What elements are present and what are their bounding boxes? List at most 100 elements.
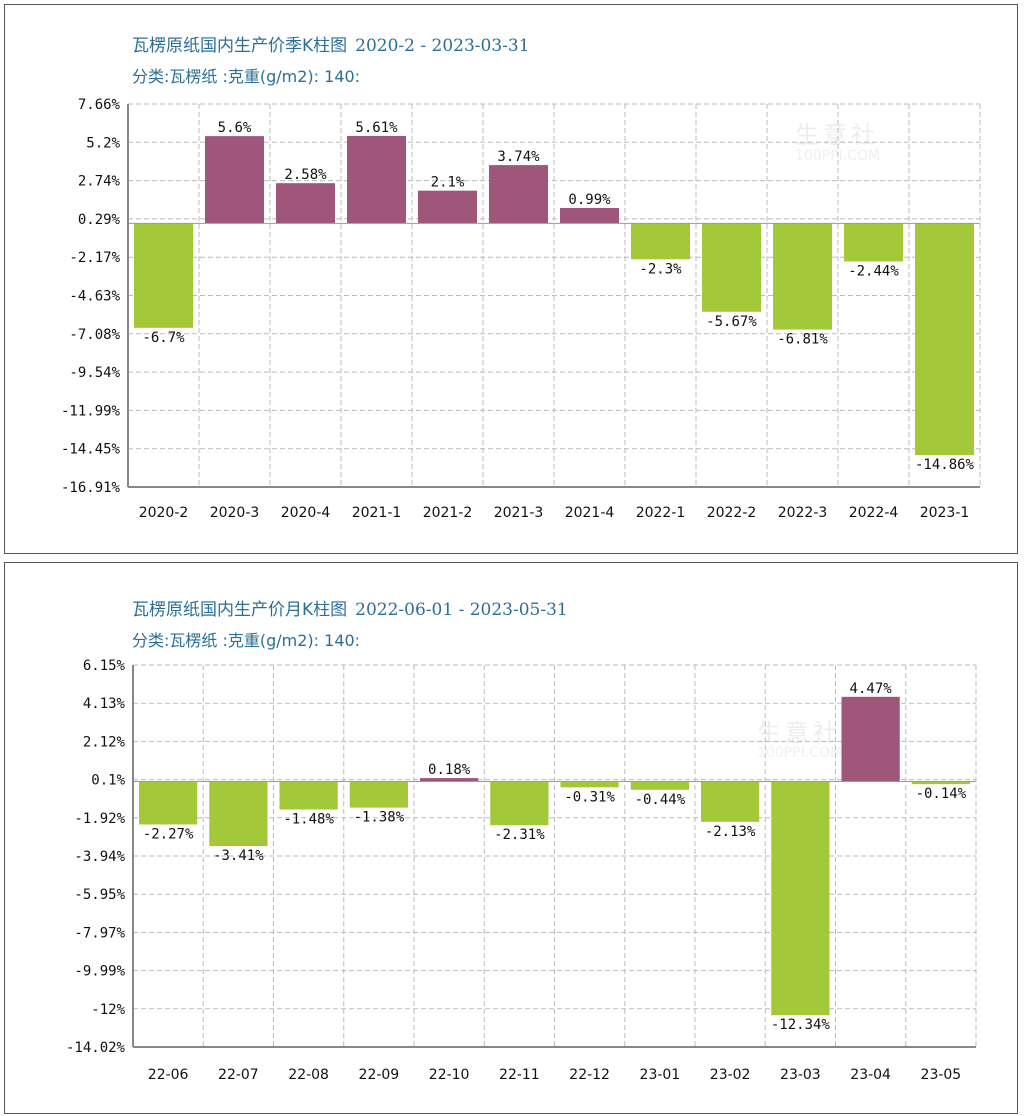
bar: [134, 223, 193, 328]
y-tick-label: 7.66%: [78, 97, 121, 113]
x-tick-label: 22-08: [288, 1067, 329, 1083]
bar: [844, 223, 903, 262]
bar: [773, 223, 832, 330]
data-label: -14.86%: [915, 457, 975, 473]
title-text: 瓦楞原纸国内生产价月K柱图: [132, 600, 348, 620]
x-tick-label: 2021-1: [352, 505, 402, 521]
x-tick-label: 2020-3: [210, 505, 260, 521]
data-label: -0.44%: [635, 792, 686, 808]
quarterly-bar-chart: 7.66% 5.2% 2.74% 0.29% -2.17% -4.63% -7.08% -9.…: [61, 97, 981, 521]
y-tick-label: 6.15%: [83, 658, 126, 674]
y-tick-label: -14.02%: [66, 1040, 126, 1056]
data-label: -1.48%: [283, 812, 334, 828]
x-tick-label: 22-06: [148, 1067, 189, 1083]
x-tick-label: 2021-2: [423, 505, 473, 521]
bar: [347, 135, 406, 224]
data-label: 0.99%: [568, 192, 611, 208]
y-tick-label: -2.17%: [69, 250, 120, 266]
x-tick-label: 23-01: [640, 1067, 681, 1083]
bar: [701, 781, 760, 822]
date-range: 2020-2 - 2023-03-31: [355, 36, 530, 56]
data-label: 0.18%: [428, 762, 471, 778]
x-tick-label: 2020-4: [281, 505, 331, 521]
bar: [279, 781, 338, 810]
y-tick-label: -5.95%: [74, 887, 125, 903]
chart-title: 瓦楞原纸国内生产价月K柱图 2022-06-01 - 2023-05-31: [132, 595, 568, 620]
date-range: 2022-06-01 - 2023-05-31: [355, 600, 568, 620]
x-tick-label: 23-05: [921, 1067, 962, 1083]
chart-title: 瓦楞原纸国内生产价季K柱图 2020-2 - 2023-03-31: [132, 31, 530, 56]
data-label: -0.14%: [916, 786, 967, 802]
x-tick-label: 23-04: [850, 1067, 891, 1083]
bar: [560, 781, 619, 788]
data-label: -3.41%: [213, 848, 264, 864]
x-tick-label: 2023-1: [920, 505, 970, 521]
bar: [771, 781, 830, 1016]
bar: [631, 223, 690, 260]
bar: [915, 223, 974, 456]
y-tick-label: -7.08%: [69, 327, 120, 343]
bar: [139, 781, 198, 825]
data-label: 2.58%: [284, 167, 327, 183]
watermark-url: 100PPI.COM: [757, 745, 843, 761]
x-tick-label: 22-12: [569, 1067, 610, 1083]
data-label: -12.34%: [771, 1017, 831, 1033]
bar: [418, 190, 477, 224]
bar: [209, 781, 268, 847]
y-tick-label: 5.2%: [86, 135, 120, 151]
x-tick-label: 2022-4: [849, 505, 899, 521]
watermark-text: 生意社: [757, 719, 841, 747]
bar: [489, 165, 548, 224]
x-tick-label: 2022-2: [707, 505, 757, 521]
quarterly-chart-panel: 瓦楞原纸国内生产价季K柱图 2020-2 - 2023-03-31 分类:瓦楞纸 …: [4, 4, 1018, 554]
data-label: -2.3%: [639, 261, 682, 277]
x-tick-label: 2020-2: [139, 505, 189, 521]
x-tick-label: 22-09: [359, 1067, 400, 1083]
x-tick-label: 22-07: [218, 1067, 259, 1083]
bar: [205, 136, 264, 224]
y-tick-label: -9.54%: [69, 365, 120, 381]
data-label: -5.67%: [706, 314, 757, 330]
data-label: 5.6%: [218, 120, 252, 136]
bar: [276, 183, 335, 224]
y-tick-label: -1.92%: [74, 811, 125, 827]
data-label: -2.44%: [848, 263, 899, 279]
data-label: 4.47%: [850, 681, 893, 697]
data-label: -1.38%: [354, 810, 405, 826]
x-tick-label: 2022-3: [778, 505, 828, 521]
monthly-chart-panel: 瓦楞原纸国内生产价月K柱图 2022-06-01 - 2023-05-31 分类:…: [4, 562, 1018, 1114]
data-label: 2.1%: [431, 175, 465, 191]
x-tick-label: 23-03: [780, 1067, 821, 1083]
y-tick-label: -14.45%: [61, 442, 121, 458]
x-tick-label: 23-02: [710, 1067, 751, 1083]
watermark-text: 生意社: [795, 121, 879, 149]
x-tick-label: 2021-4: [565, 505, 615, 521]
y-tick-label: 0.29%: [78, 212, 121, 228]
bar: [560, 207, 619, 224]
bar: [702, 223, 761, 312]
y-tick-label: -9.99%: [74, 964, 125, 980]
data-label: -2.27%: [143, 826, 194, 842]
bar: [420, 778, 479, 782]
bar: [630, 781, 689, 790]
y-tick-label: 0.1%: [91, 773, 125, 789]
y-tick-label: 2.74%: [78, 174, 121, 190]
y-tick-label: -11.99%: [61, 403, 121, 419]
data-label: -2.13%: [705, 824, 756, 840]
data-label: -2.31%: [494, 827, 545, 843]
data-label: -6.81%: [777, 332, 828, 348]
x-tick-label: 2022-1: [636, 505, 686, 521]
title-text: 瓦楞原纸国内生产价季K柱图: [132, 36, 348, 56]
y-tick-label: -4.63%: [69, 289, 120, 305]
data-label: -0.31%: [564, 789, 615, 805]
x-tick-label: 22-10: [429, 1067, 470, 1083]
y-tick-label: -7.97%: [74, 925, 125, 941]
data-label: -6.7%: [142, 330, 185, 346]
chart-subtitle: 分类:瓦楞纸 :克重(g/m2): 140:: [132, 631, 361, 650]
y-tick-label: 2.12%: [83, 734, 126, 750]
x-tick-label: 22-11: [499, 1067, 540, 1083]
bar: [490, 781, 549, 826]
x-tick-label: 2021-3: [494, 505, 544, 521]
data-label: 5.61%: [355, 120, 398, 136]
data-label: 3.74%: [497, 149, 540, 165]
